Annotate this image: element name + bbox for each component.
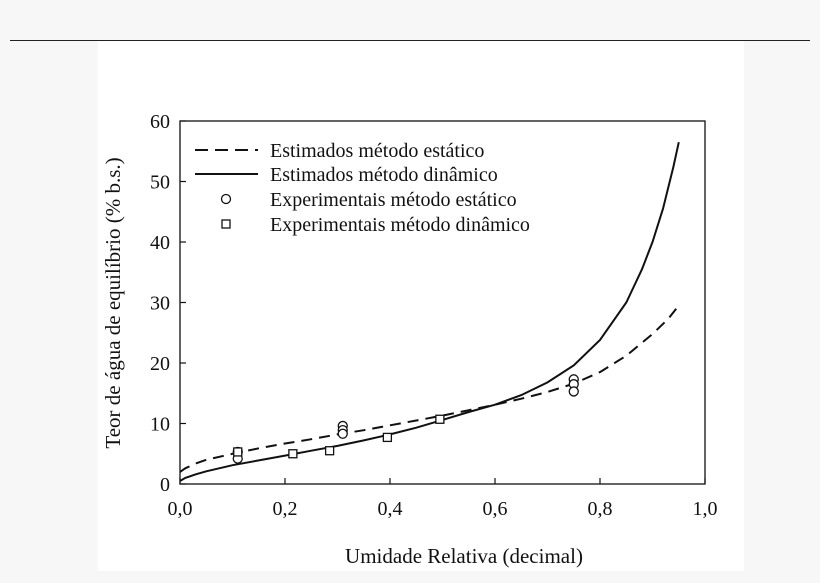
legend-entry-label: Experimentais método dinâmico [270, 214, 530, 236]
chart-svg: 0,0 0,2 0,4 0,6 0,8 1,0 0 10 20 30 40 50 60 Estimado… [101, 111, 718, 568]
y-tick-label: 20 [150, 353, 170, 375]
x-tick-label: 0,6 [483, 498, 508, 520]
y-axis-label: Teor de água de equilíbrio (% b.s.) [101, 157, 125, 448]
x-axis-label: Umidade Relativa (decimal) [345, 544, 583, 568]
y-tick-label: 10 [150, 414, 170, 436]
data-point-square [324, 446, 335, 456]
x-tick-label: 0,4 [378, 498, 403, 520]
data-point-circle [568, 386, 579, 397]
legend-swatch-square [221, 219, 231, 229]
data-point-square [435, 414, 445, 424]
data-point-circle [337, 428, 348, 439]
top-rule [10, 40, 810, 41]
chart-figure: 0,0 0,2 0,4 0,6 0,8 1,0 0 10 20 30 40 50 60 Estimado… [98, 41, 744, 571]
legend-entry-label: Experimentais método estático [270, 189, 517, 211]
y-tick-label: 0 [160, 474, 170, 496]
legend-swatch-circle [220, 193, 232, 205]
series-line-1 [179, 304, 680, 473]
data-point-square [233, 447, 243, 457]
x-tick-label: 0,2 [273, 498, 298, 520]
y-tick-label: 50 [150, 172, 170, 194]
data-point-square [382, 432, 393, 443]
y-tick-label: 40 [150, 232, 170, 254]
data-point-square [288, 449, 298, 459]
y-tick-label: 30 [150, 293, 170, 315]
series-layer [179, 141, 680, 482]
legend-entry-label: Estimados método dinâmico [270, 164, 498, 186]
x-tick-label: 1,0 [693, 498, 718, 520]
legend-entry-label: Estimados método estático [270, 140, 484, 162]
x-tick-label: 0,0 [168, 498, 193, 520]
y-tick-label: 60 [150, 111, 170, 133]
x-tick-label: 0,8 [588, 498, 613, 520]
axis-ticks: 0,0 0,2 0,4 0,6 0,8 1,0 0 10 20 30 40 50 60 [150, 111, 718, 520]
